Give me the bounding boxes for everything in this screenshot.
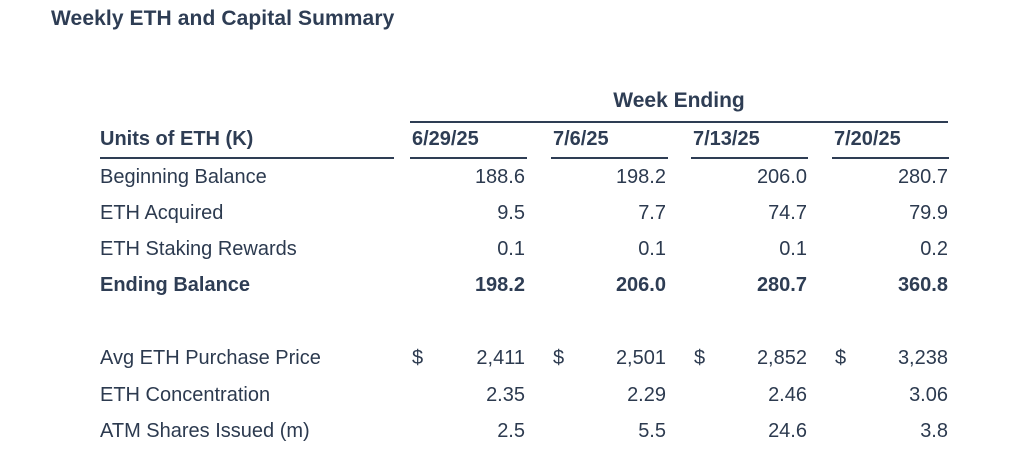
table-cell: 206.0 — [756, 166, 807, 188]
week-ending-header: Week Ending — [613, 89, 745, 112]
row-label-atm-shares-issued: ATM Shares Issued (m) — [100, 420, 310, 442]
row-label-eth-concentration: ETH Concentration — [100, 384, 271, 406]
table-cell: 2,852 — [756, 347, 807, 369]
column-header-3: 7/13/25 — [693, 128, 760, 150]
table-cell: 2,411 — [476, 347, 525, 369]
table-cell: 3.06 — [909, 384, 948, 406]
column-rule-1 — [410, 157, 527, 159]
row-label-beginning-balance: Beginning Balance — [100, 166, 267, 188]
column-rule-3 — [691, 157, 808, 159]
row-label-avg-eth-purchase-price: Avg ETH Purchase Price — [100, 347, 321, 369]
table-cell: 2.46 — [768, 384, 807, 406]
column-header-1: 6/29/25 — [412, 128, 479, 150]
table-cell: 7.7 — [638, 202, 666, 224]
table-cell: 3.8 — [920, 420, 948, 442]
table-cell: 3,238 — [897, 347, 948, 369]
row-label-ending-balance: Ending Balance — [100, 274, 251, 296]
column-header-4: 7/20/25 — [834, 128, 901, 150]
table-cell: 0.2 — [920, 238, 948, 260]
table-cell: 280.7 — [756, 274, 807, 296]
table-cell: 188.6 — [474, 166, 525, 188]
row-header-rule — [100, 157, 394, 159]
table-cell: 0.1 — [779, 238, 807, 260]
table-cell: 2.5 — [497, 420, 525, 442]
row-label-eth-acquired: ETH Acquired — [100, 202, 224, 224]
table-cell: 2,501 — [615, 347, 666, 369]
table-cell: 206.0 — [615, 274, 666, 296]
table-cell: 74.7 — [768, 202, 807, 224]
currency-symbol: $ — [835, 347, 847, 369]
table-cell: 2.29 — [627, 384, 666, 406]
table-title: Weekly ETH and Capital Summary — [51, 7, 395, 30]
row-label-eth-staking-rewards: ETH Staking Rewards — [100, 238, 297, 260]
table-cell: 198.2 — [615, 166, 666, 188]
column-header-2: 7/6/25 — [553, 128, 609, 150]
row-header: Units of ETH (K) — [100, 128, 254, 150]
currency-symbol: $ — [694, 347, 706, 369]
table-cell: 360.8 — [897, 274, 948, 296]
table-cell: 198.2 — [474, 274, 525, 296]
table-cell: 0.1 — [497, 238, 525, 260]
currency-symbol: $ — [412, 347, 424, 369]
table-cell: 9.5 — [497, 202, 525, 224]
table-cell: 24.6 — [768, 420, 807, 442]
column-rule-4 — [832, 157, 949, 159]
table-cell: 2.35 — [486, 384, 525, 406]
header-group-rule — [410, 121, 948, 123]
currency-symbol: $ — [553, 347, 565, 369]
column-rule-2 — [551, 157, 668, 159]
table-cell: 0.1 — [638, 238, 666, 260]
table-cell: 280.7 — [897, 166, 948, 188]
table-cell: 79.9 — [909, 202, 948, 224]
table-cell: 5.5 — [638, 420, 666, 442]
